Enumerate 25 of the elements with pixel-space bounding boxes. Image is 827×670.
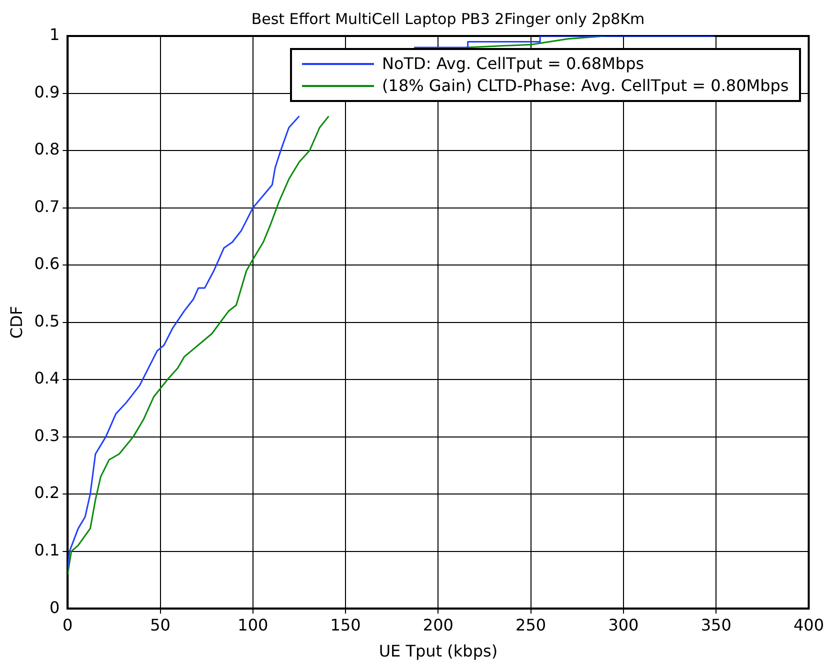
x-tick-label: 0: [62, 615, 73, 634]
y-tick-label: 0.4: [34, 368, 60, 388]
x-axis-title: UE Tput (kbps): [378, 642, 498, 661]
x-tick-label: 300: [608, 615, 639, 634]
y-tick-label: 0.2: [34, 483, 60, 502]
chart-title: Best Effort MultiCell Laptop PB3 2Finger only 2p8Km: [250, 10, 646, 28]
y-tick-label: 1: [49, 25, 60, 44]
y-tick-label: 0.7: [34, 196, 60, 216]
y-tick-label: 0.3: [34, 426, 60, 445]
x-tick-label: 350: [700, 615, 732, 634]
y-tick-label: 0.5: [34, 311, 60, 330]
x-tick-label: 250: [516, 615, 546, 634]
x-tick-label: 100: [238, 615, 268, 634]
y-tick-label: 0.6: [34, 254, 60, 274]
y-tick-label: 0.8: [34, 140, 60, 159]
x-tick-label: 200: [422, 615, 454, 634]
legend-label: (18% Gain) CLTD-Phase: Avg. CellTput = 0.80Mbps: [382, 75, 789, 97]
legend-label: NoTD: Avg. CellTput = 0.68Mbps: [382, 53, 644, 75]
x-tick-label: 50: [150, 615, 170, 634]
y-tick-label: 0.1: [34, 540, 60, 560]
x-tick-label: 400: [793, 615, 824, 634]
y-axis-title: CDF: [6, 306, 26, 339]
y-tick-label: 0: [49, 598, 60, 617]
y-tick-label: 0.9: [34, 82, 60, 102]
x-tick-label: 150: [330, 615, 361, 634]
